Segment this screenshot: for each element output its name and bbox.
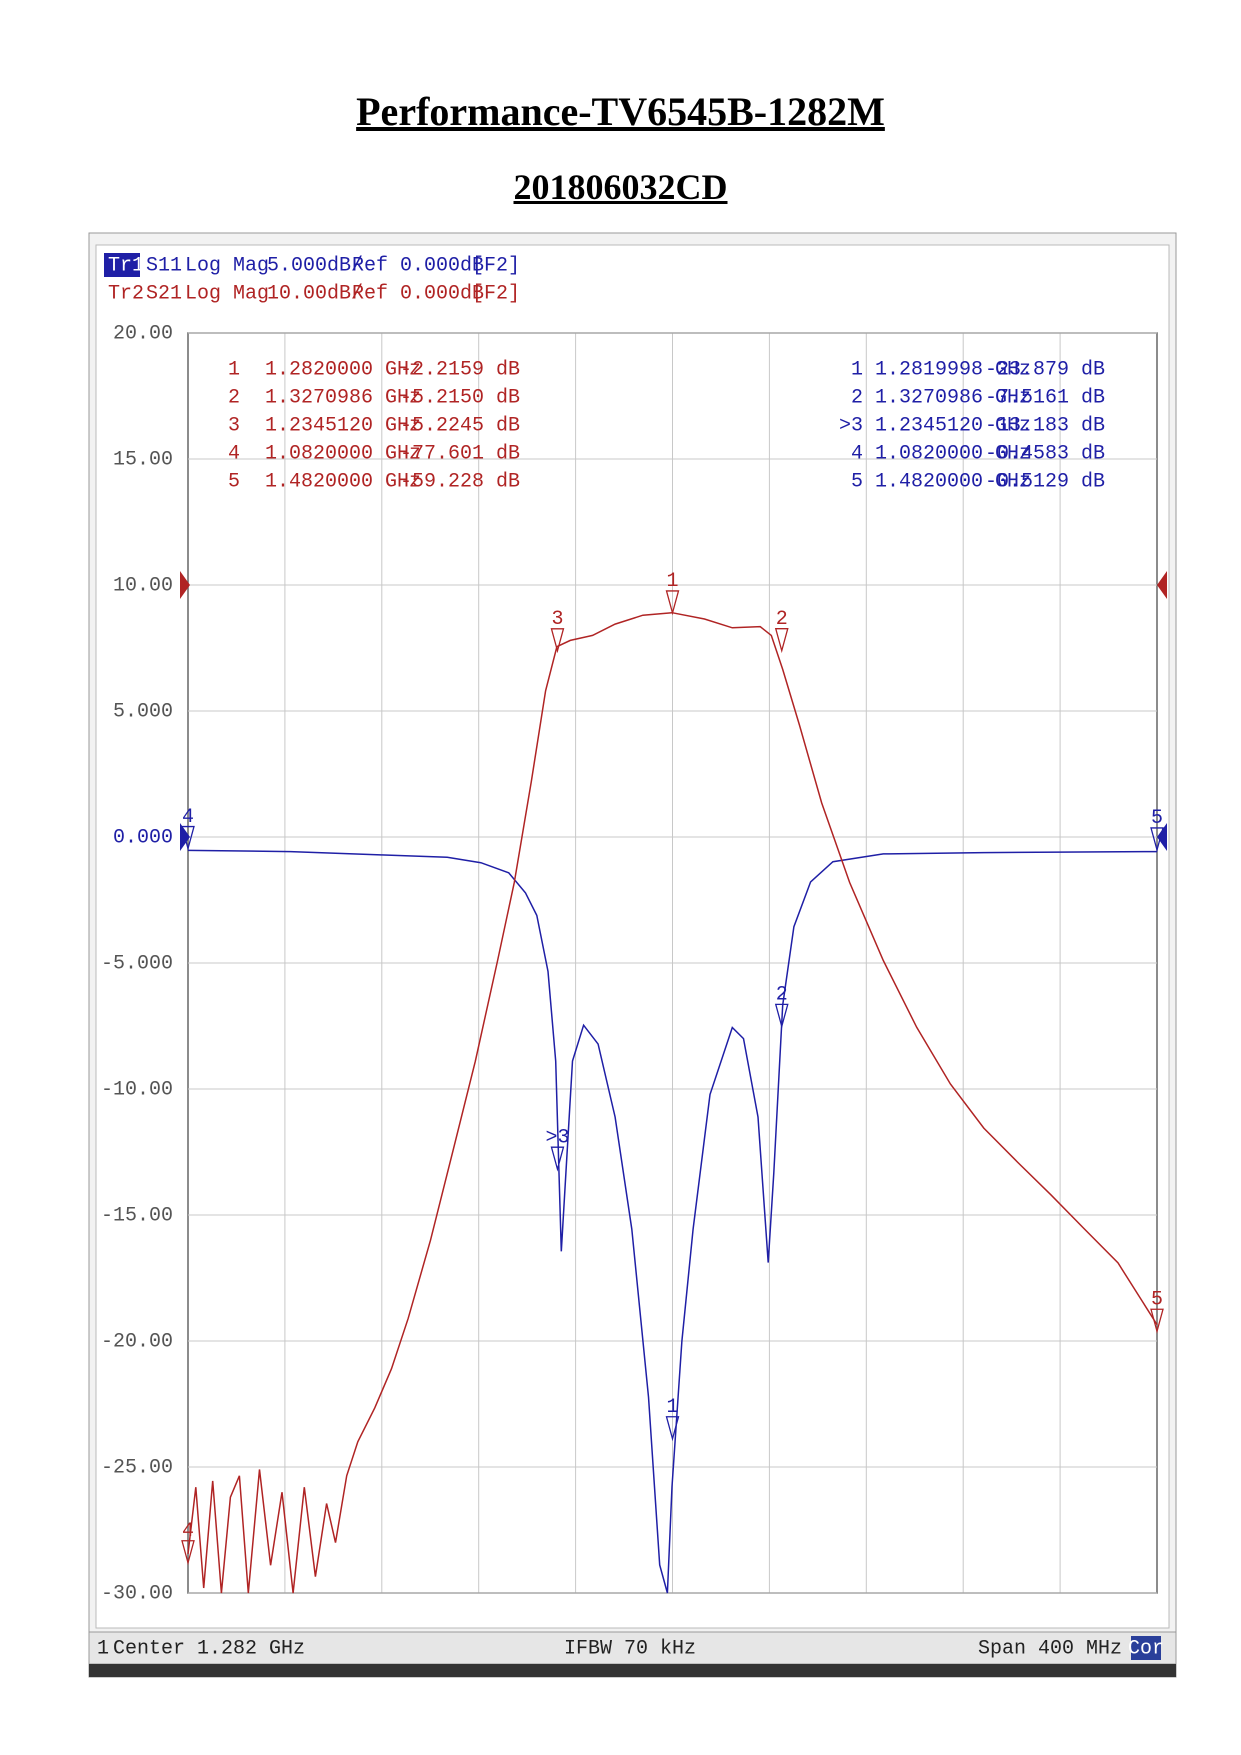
header-text: Tr1 [108, 254, 144, 277]
y-tick-label: 10.00 [113, 574, 173, 597]
marker-value: -23.879 dB [985, 358, 1105, 381]
marker-label: 5 [1151, 807, 1163, 830]
active-trace-highlight [104, 253, 140, 277]
status-text: Center 1.282 GHz [113, 1637, 305, 1660]
marker-label: 1 [666, 1396, 678, 1419]
marker-label: 1 [666, 570, 678, 593]
y-tick-label: -15.00 [101, 1204, 173, 1227]
marker-freq: 1.2820000 GHz [265, 358, 421, 381]
y-tick-label: -5.000 [101, 952, 173, 975]
status-bar-edge [89, 1664, 1176, 1677]
header-text: 10.00dB/ [267, 282, 363, 305]
y-tick-label: -20.00 [101, 1330, 173, 1353]
y-tick-label: -30.00 [101, 1582, 173, 1605]
marker-id: 4 [228, 442, 240, 465]
marker-label: 5 [1151, 1289, 1163, 1312]
marker-value: -5.2150 dB [400, 386, 520, 409]
header-text: Log Mag [185, 282, 269, 305]
marker-freq: 1.3270986 GHz [265, 386, 421, 409]
marker-label: 2 [776, 608, 788, 631]
marker-id: 1 [851, 358, 863, 381]
y-tick-label: 20.00 [113, 322, 173, 345]
header-text: [F2] [472, 254, 520, 277]
marker-id: 2 [851, 386, 863, 409]
marker-freq: 1.4820000 GHz [875, 470, 1031, 493]
marker-label: 4 [182, 1520, 194, 1543]
screen-panel [95, 244, 1170, 1629]
y-tick-label: -10.00 [101, 1078, 173, 1101]
marker-triangle [550, 628, 565, 654]
y-tick-label: 0.000 [113, 826, 173, 849]
marker-freq: 1.2819998 GHz [875, 358, 1031, 381]
marker-id: 1 [228, 358, 240, 381]
header-text: S21 [146, 282, 182, 305]
marker-id: >3 [839, 414, 863, 437]
marker-id: 5 [228, 470, 240, 493]
page-subtitle: 201806032CD [513, 167, 728, 207]
ref-marker [1157, 823, 1167, 851]
header-text: Tr2 [108, 282, 144, 305]
status-bar [88, 1631, 1177, 1665]
marker-label: >3 [545, 1126, 569, 1149]
header-text: Log Mag [185, 254, 269, 277]
marker-id: 4 [851, 442, 863, 465]
marker-value: -2.2159 dB [400, 358, 520, 381]
header-text: S11 [146, 254, 182, 277]
marker-freq: 1.0820000 GHz [875, 442, 1031, 465]
marker-value: -77.601 dB [400, 442, 520, 465]
marker-triangle [550, 1146, 565, 1172]
marker-triangle [181, 1540, 195, 1566]
marker-id: 5 [851, 470, 863, 493]
ref-marker [180, 571, 190, 599]
header-text: [F2] [472, 282, 520, 305]
status-text: Cor [1128, 1637, 1164, 1660]
marker-value: -0.4583 dB [985, 442, 1105, 465]
marker-triangle [665, 590, 680, 616]
header-text: Ref 0.000dB [352, 282, 484, 305]
ref-marker [1157, 571, 1167, 599]
marker-freq: 1.0820000 GHz [265, 442, 421, 465]
marker-label: 2 [776, 984, 788, 1007]
y-tick-label: -25.00 [101, 1456, 173, 1479]
header-text: 5.000dB/ [267, 254, 363, 277]
y-tick-label: 5.000 [113, 700, 173, 723]
marker-freq: 1.3270986 GHz [875, 386, 1031, 409]
marker-triangle [774, 628, 789, 654]
cor-badge [1131, 1636, 1161, 1660]
marker-value: -7.5161 dB [985, 386, 1105, 409]
marker-triangle [1150, 827, 1164, 853]
trace-line [187, 611, 1158, 1594]
marker-label: 4 [182, 806, 194, 829]
marker-label: 3 [551, 608, 563, 631]
status-text: IFBW 70 kHz [564, 1637, 696, 1660]
marker-id: 3 [228, 414, 240, 437]
marker-freq: 1.2345120 GHz [265, 414, 421, 437]
marker-value: -13.183 dB [985, 414, 1105, 437]
status-text: Span 400 MHz [978, 1637, 1122, 1660]
marker-triangle [1150, 1308, 1164, 1334]
page-title: Performance-TV6545B-1282M [356, 89, 885, 134]
header-text: Ref 0.000dB [352, 254, 484, 277]
trace-line [187, 849, 1158, 1594]
marker-triangle [665, 1416, 680, 1442]
marker-freq: 1.4820000 GHz [265, 470, 421, 493]
status-text: 1 [97, 1637, 109, 1660]
y-tick-label: 15.00 [113, 448, 173, 471]
marker-triangle [181, 825, 195, 852]
marker-value: -59.228 dB [400, 470, 520, 493]
marker-value: -5.2245 dB [400, 414, 520, 437]
marker-value: -0.5129 dB [985, 470, 1105, 493]
marker-freq: 1.2345120 GHz [875, 414, 1031, 437]
marker-triangle [774, 1003, 789, 1029]
marker-id: 2 [228, 386, 240, 409]
